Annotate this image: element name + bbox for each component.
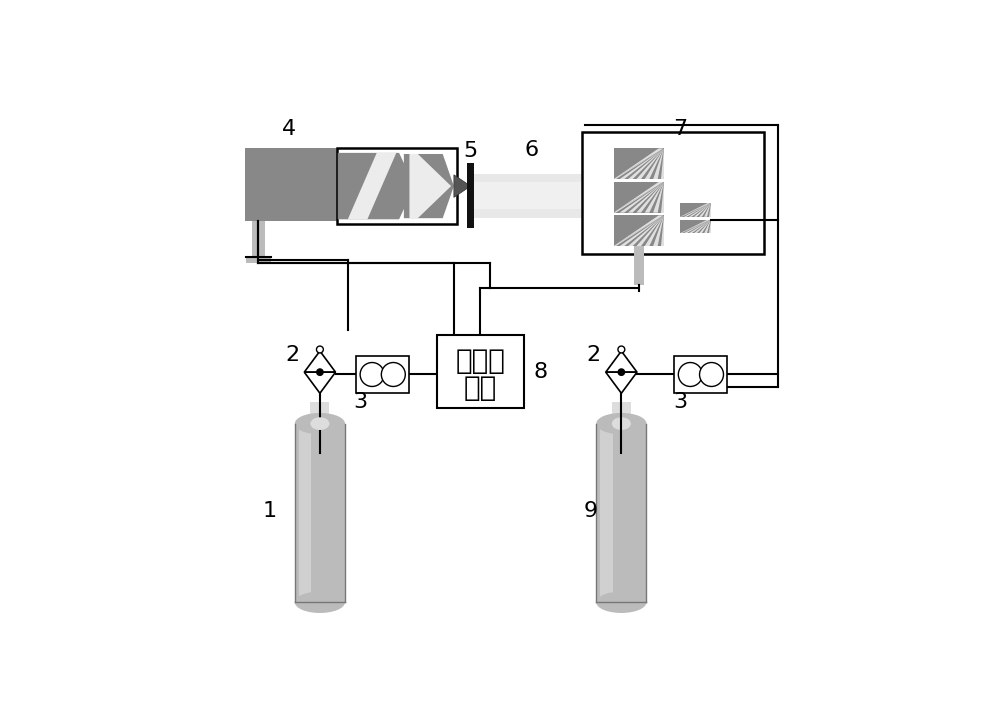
Polygon shape	[636, 182, 664, 212]
Polygon shape	[661, 215, 664, 246]
Polygon shape	[680, 220, 710, 233]
Polygon shape	[709, 203, 711, 217]
Text: 2: 2	[586, 345, 601, 365]
Bar	[614, 149, 664, 179]
Polygon shape	[699, 203, 711, 217]
Text: 9: 9	[584, 501, 598, 521]
Polygon shape	[606, 351, 637, 372]
Polygon shape	[628, 149, 664, 179]
Bar	[246, 256, 271, 263]
Circle shape	[618, 346, 625, 353]
Polygon shape	[694, 203, 711, 217]
Polygon shape	[304, 372, 336, 393]
Bar	[674, 357, 727, 393]
Circle shape	[617, 368, 625, 376]
Polygon shape	[645, 182, 664, 212]
Ellipse shape	[596, 413, 646, 434]
Text: 气相色: 气相色	[455, 347, 505, 375]
Circle shape	[678, 362, 702, 386]
Polygon shape	[636, 215, 664, 246]
Polygon shape	[614, 149, 663, 179]
Bar	[680, 203, 711, 217]
Polygon shape	[684, 203, 711, 217]
Polygon shape	[653, 149, 664, 179]
Text: 3: 3	[673, 392, 687, 413]
Bar	[310, 402, 329, 423]
Polygon shape	[689, 203, 711, 217]
Polygon shape	[636, 149, 664, 179]
Polygon shape	[689, 220, 711, 233]
Polygon shape	[348, 153, 396, 219]
Polygon shape	[680, 203, 710, 217]
Bar	[614, 182, 664, 212]
Polygon shape	[614, 182, 663, 212]
Bar	[680, 220, 711, 233]
Circle shape	[360, 362, 384, 386]
Polygon shape	[694, 220, 711, 233]
Bar	[473, 173, 633, 218]
Text: 7: 7	[673, 119, 687, 139]
Bar	[473, 183, 633, 210]
Polygon shape	[614, 182, 664, 212]
Bar	[337, 149, 457, 224]
Polygon shape	[645, 149, 664, 179]
Polygon shape	[409, 154, 451, 218]
Polygon shape	[628, 215, 664, 246]
Bar	[245, 149, 339, 221]
Ellipse shape	[295, 413, 345, 434]
Circle shape	[316, 368, 324, 376]
Polygon shape	[606, 372, 637, 393]
Text: 1: 1	[263, 501, 277, 521]
Text: 6: 6	[525, 139, 539, 160]
Polygon shape	[614, 215, 663, 246]
Polygon shape	[404, 154, 454, 218]
Polygon shape	[680, 203, 711, 217]
Bar	[252, 221, 265, 257]
Polygon shape	[628, 182, 664, 212]
Circle shape	[381, 362, 405, 386]
Text: 8: 8	[533, 362, 547, 381]
Ellipse shape	[596, 592, 646, 613]
Bar	[634, 246, 644, 285]
Text: 2: 2	[285, 345, 299, 365]
Bar	[596, 423, 646, 602]
Polygon shape	[680, 220, 711, 233]
Polygon shape	[653, 215, 664, 246]
Ellipse shape	[612, 418, 631, 430]
Polygon shape	[653, 182, 664, 212]
Circle shape	[700, 362, 723, 386]
Text: 4: 4	[282, 119, 296, 139]
Bar	[582, 132, 764, 254]
Bar	[600, 423, 613, 602]
Polygon shape	[620, 215, 664, 246]
Polygon shape	[704, 203, 711, 217]
Polygon shape	[620, 149, 664, 179]
Bar	[356, 357, 409, 393]
Polygon shape	[454, 175, 471, 197]
Text: 3: 3	[354, 392, 368, 413]
Text: 5: 5	[464, 141, 478, 161]
Bar	[467, 163, 474, 228]
Polygon shape	[709, 220, 711, 233]
Text: 谱仪: 谱仪	[464, 373, 497, 402]
Polygon shape	[614, 149, 664, 179]
Polygon shape	[304, 351, 336, 372]
Polygon shape	[684, 220, 711, 233]
Ellipse shape	[295, 592, 345, 613]
Polygon shape	[704, 220, 711, 233]
Circle shape	[316, 346, 323, 353]
Bar	[612, 402, 631, 423]
Polygon shape	[699, 220, 711, 233]
Bar	[295, 423, 345, 602]
Ellipse shape	[310, 418, 329, 430]
Polygon shape	[661, 182, 664, 212]
Polygon shape	[645, 215, 664, 246]
Polygon shape	[661, 149, 664, 179]
Bar	[614, 215, 664, 246]
Polygon shape	[338, 153, 415, 219]
Polygon shape	[614, 215, 664, 246]
Polygon shape	[620, 182, 664, 212]
Bar	[299, 423, 311, 602]
Bar	[437, 336, 524, 408]
